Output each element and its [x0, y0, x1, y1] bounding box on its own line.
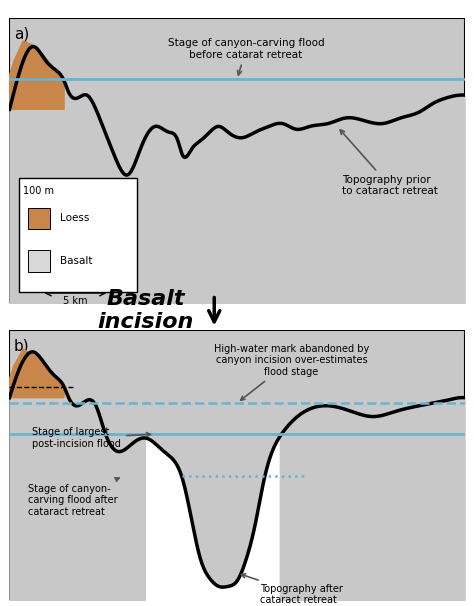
FancyBboxPatch shape: [18, 178, 137, 291]
Text: 100 m: 100 m: [23, 186, 54, 196]
FancyBboxPatch shape: [9, 18, 465, 303]
FancyBboxPatch shape: [27, 208, 50, 229]
Text: 5 km: 5 km: [63, 296, 88, 306]
Text: Basalt: Basalt: [60, 256, 92, 266]
Text: High-water mark abandoned by
canyon incision over-estimates
flood stage: High-water mark abandoned by canyon inci…: [214, 344, 369, 400]
Text: Stage of largest
post-incision flood: Stage of largest post-incision flood: [32, 427, 150, 449]
FancyBboxPatch shape: [27, 250, 50, 271]
Text: b): b): [14, 338, 30, 353]
Text: Topography prior
to cataract retreat: Topography prior to cataract retreat: [340, 130, 438, 196]
Polygon shape: [9, 349, 64, 398]
Text: Loess: Loess: [60, 213, 89, 223]
Text: Topography after
cataract retreat: Topography after cataract retreat: [241, 574, 343, 605]
Text: Basalt
incision: Basalt incision: [98, 288, 194, 332]
Text: Stage of canyon-carving flood
before catarat retreat: Stage of canyon-carving flood before cat…: [168, 38, 324, 75]
Text: Stage of canyon-
carving flood after
cataract retreat: Stage of canyon- carving flood after cat…: [27, 478, 119, 517]
Text: a): a): [14, 27, 29, 42]
FancyBboxPatch shape: [9, 330, 465, 600]
Polygon shape: [9, 41, 64, 109]
